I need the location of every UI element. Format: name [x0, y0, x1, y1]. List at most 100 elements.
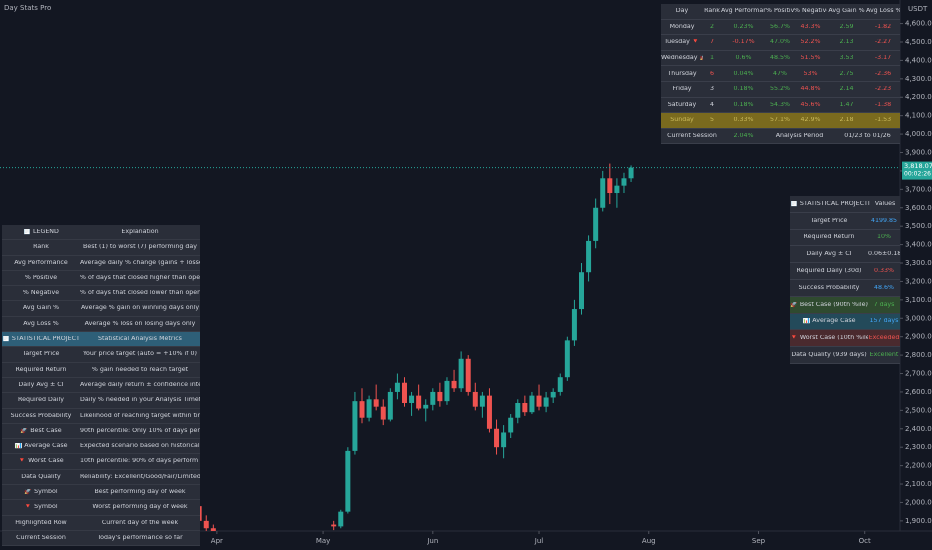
- y-tick-label: 2,700.00: [905, 370, 932, 378]
- day-cell: 2.14: [839, 86, 854, 93]
- day-cell: 2.13: [839, 39, 854, 46]
- day-cell: 2: [709, 23, 714, 30]
- candle-body: [458, 358, 464, 389]
- legend-cell: 🔻 Symbol: [24, 504, 58, 511]
- indicator-title: Day Stats Pro: [4, 4, 51, 12]
- candle-body: [536, 395, 542, 407]
- day-cell: 47.0%: [769, 39, 790, 46]
- y-tick-label: 2,200.00: [905, 462, 932, 470]
- day-cell: Tuesday 🔻: [664, 39, 700, 46]
- day-row: Saturday 4 0.18% 54.3% 45.6% 1.47 -1.38: [661, 98, 900, 114]
- projection-cell: 0.33%: [873, 267, 894, 274]
- legend-cell: Current day of the week: [101, 519, 179, 526]
- y-tick-label: 4,500.00: [905, 38, 932, 46]
- legend-cell: 🚀 Symbol: [24, 489, 58, 496]
- candle-body: [515, 402, 521, 418]
- day-cell: 5: [709, 117, 714, 124]
- day-cell: 48.5%: [769, 54, 790, 61]
- projections-table: 📄 STATISTICAL PROJECTIONS Values Target Pr…: [790, 196, 900, 364]
- x-tick-label: Aug: [642, 537, 656, 545]
- projection-row: Success Probability 48.6%: [790, 280, 900, 297]
- candle-body: [501, 432, 507, 448]
- projection-row: Data Quality (939 days) Excellent: [790, 347, 900, 364]
- legend-cell: Avg Gain %: [22, 305, 60, 312]
- legend-cell: Average daily return ± confidence interv…: [80, 381, 200, 388]
- projection-cell: 10%: [877, 234, 891, 241]
- legend-row: Avg Loss % Average % loss on losing days …: [2, 317, 200, 333]
- legend-cell: Avg Loss %: [23, 320, 59, 327]
- day-cell: 44.8%: [800, 86, 821, 93]
- day-cell: 0.04%: [733, 70, 754, 77]
- legend-row: 🔻 Worst Case 10th percentile: 90% of days…: [2, 454, 200, 470]
- day-cell: 2.75: [839, 70, 854, 77]
- legend-cell: 10th percentile: 90% of days perform bet…: [80, 458, 200, 465]
- header-cell: % Positive: [766, 8, 794, 15]
- y-tick-label: 2,500.00: [905, 406, 932, 414]
- day-cell: 53%: [803, 70, 818, 77]
- day-row: Wednesday 🚀 1 0.6% 48.5% 51.5% 3.53 -3.17: [661, 51, 900, 67]
- projection-cell: 📊 Average Case: [802, 318, 856, 325]
- candle-body: [564, 340, 570, 378]
- legend-row: 🚀 Symbol Best performing day of week: [2, 485, 200, 501]
- y-tick-label: 2,900.00: [905, 333, 932, 341]
- legend-row: Daily Avg ± CI Average daily return ± con…: [2, 378, 200, 394]
- legend-cell: Average % loss on losing days only: [84, 320, 196, 327]
- day-cell: 7: [709, 39, 714, 46]
- projection-row: Required Return 10%: [790, 230, 900, 247]
- candle-body: [494, 428, 500, 448]
- candle-body: [387, 391, 393, 420]
- legend-row: Required Return % gain needed to reach ta…: [2, 363, 200, 378]
- y-tick-label: 1,900.00: [905, 517, 932, 525]
- projection-row: Target Price 4199.85: [790, 213, 900, 230]
- legend-row: % Negative % of days that closed lower th…: [2, 286, 200, 302]
- price-axis: [900, 0, 932, 550]
- candle-body: [472, 391, 478, 407]
- day-cell: 0.23%: [733, 23, 754, 30]
- y-tick-label: 3,400.00: [905, 241, 932, 249]
- y-tick-label: 3,700.00: [905, 185, 932, 193]
- day-cell: 55.2%: [769, 86, 790, 93]
- y-tick-label: 2,300.00: [905, 443, 932, 451]
- legend-cell: Highlighted Row: [15, 519, 67, 526]
- header-cell: Rank: [704, 8, 720, 15]
- legend-row: Avg Performance Average daily % change (g…: [2, 256, 200, 271]
- candle-body: [607, 178, 613, 194]
- legend-cell: Your price target (auto = +10% if 0): [83, 351, 197, 358]
- footer-cell: Current Session: [667, 132, 717, 139]
- day-cell: 47%: [773, 70, 787, 77]
- projection-row: Required Daily (30d) 0.33%: [790, 263, 900, 280]
- projection-row: 📊 Average Case 157 days: [790, 313, 900, 331]
- day-cell: 1: [709, 54, 714, 61]
- legend-row: Target Price Your price target (auto = +1…: [2, 347, 200, 363]
- x-tick-label: Jul: [534, 537, 544, 545]
- projection-cell: Data Quality (939 days): [791, 351, 867, 358]
- legend-cell: Required Daily: [18, 397, 64, 404]
- candle-body: [416, 395, 422, 409]
- candle-body: [345, 450, 351, 512]
- candle-body: [508, 417, 514, 433]
- countdown: 00:02:26: [904, 171, 931, 178]
- legend-cell: 📄 LEGEND: [23, 229, 59, 235]
- y-tick-label: 4,600.00: [905, 20, 932, 28]
- candle-body: [338, 511, 344, 527]
- day-cell: Thursday: [667, 70, 697, 77]
- footer-cell: 01/23 to 01/26: [844, 132, 891, 139]
- candle-body: [380, 406, 386, 420]
- y-tick-label: 3,900.00: [905, 149, 932, 157]
- day-cell: 52.2%: [800, 39, 821, 46]
- day-cell: 2.59: [839, 23, 854, 30]
- x-tick-label: May: [316, 537, 330, 545]
- day-row: Tuesday 🔻 7 -0.17% 47.0% 52.2% 2.13 -2.27: [661, 35, 900, 51]
- last-price-box: [902, 161, 932, 180]
- candle-body: [557, 377, 563, 392]
- candle-body: [331, 524, 337, 527]
- candle-body: [543, 397, 549, 407]
- legend-cell: % of days that closed lower than open: [80, 290, 200, 297]
- projection-cell: Required Daily (30d): [796, 267, 862, 274]
- candle-body: [578, 272, 584, 310]
- day-cell: 57.1%: [769, 117, 790, 124]
- day-cell: -2.27: [874, 39, 892, 46]
- day-cell: 42.9%: [800, 117, 821, 124]
